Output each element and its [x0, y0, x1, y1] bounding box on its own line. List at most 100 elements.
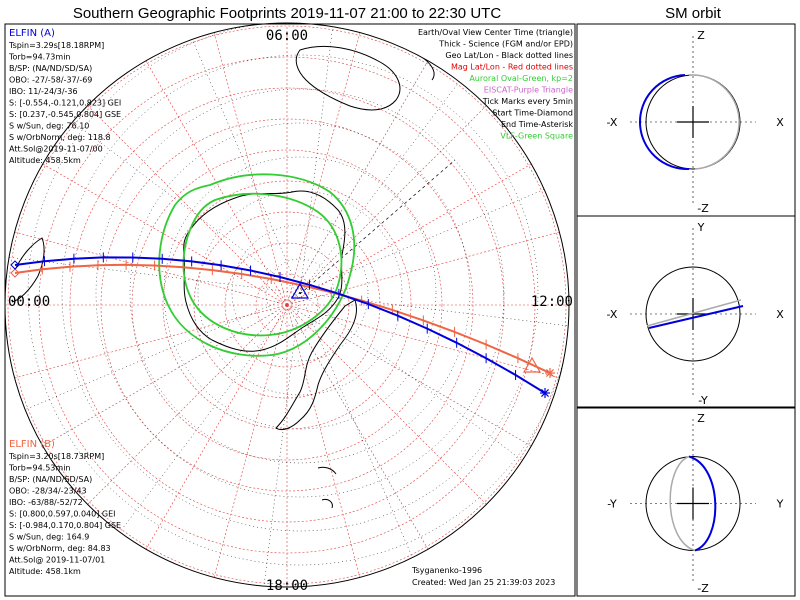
footprint-tracks — [10, 252, 555, 398]
geo-lon-spoke — [260, 292, 301, 587]
elfin-b-info-line: Att.Sol@ 2019-11-07/01 — [9, 556, 105, 565]
geo-lon-spoke — [299, 167, 569, 294]
map-grid — [5, 23, 569, 587]
orbit-axis-label-top: Z — [697, 29, 705, 42]
created-label: Created: Wed Jan 25 21:39:03 2023 — [412, 578, 555, 587]
elfin-a-orbit — [648, 305, 744, 329]
orbit-axis-label-bottom: -Z — [697, 582, 709, 595]
mag-lon-spoke — [5, 304, 288, 383]
elfin-b-end-asterisk — [545, 368, 555, 378]
mag-lon-spoke — [209, 304, 288, 587]
mag-lon-spoke — [286, 304, 547, 456]
orbit-axis-label-right: X — [776, 116, 784, 129]
geo-lat-ring — [129, 122, 471, 464]
orbit-panel-xz: Z -Z -X X — [576, 23, 796, 217]
elfin-b-info-line: S w/Sun, deg: 164.9 — [9, 533, 89, 542]
elfin-a-end-asterisk — [540, 388, 550, 398]
legend-entry: VLF-Green Square — [500, 132, 573, 141]
elfin-a-info-line: Altitude: 458.5km — [9, 156, 81, 165]
geo-lat-ring — [231, 224, 369, 362]
orbit-panel-yz: Z -Z -Y Y — [576, 406, 796, 597]
antarctica-coastline — [183, 190, 346, 352]
elfin-b-view-triangle — [522, 356, 542, 373]
mag-lon-spoke — [209, 23, 288, 306]
elfin-b-orbit — [669, 455, 696, 552]
elfin-b-info-line: S w/OrbNorm, deg: 84.83 — [9, 544, 111, 553]
elfin-a-info-line: S: [-0.554,-0.121,0.823] GEI — [9, 99, 121, 108]
legend-entry: Auroral Oval-Green, kp=2 — [469, 74, 573, 83]
orbit-axis-label-right: X — [776, 308, 784, 321]
orbit-panel-frame — [576, 215, 796, 409]
elfin-a-info-line: Tspin=3.29s[18.18RPM] — [8, 41, 104, 50]
auroral-oval — [158, 173, 356, 357]
geo-lon-spoke — [44, 100, 301, 294]
legend-entry: Tick Marks every 5min — [482, 97, 573, 106]
legend-entry: Earth/Oval View Center Time (triangle) — [418, 28, 573, 37]
elfin-b-info-line: Torb=94.53min — [8, 464, 70, 473]
elfin-b-info-line: OBO: -28/34/-23/43 — [9, 487, 87, 496]
geo-lon-spoke — [299, 23, 340, 294]
mag-lon-spoke — [136, 45, 288, 306]
geo-lon-spoke — [299, 37, 493, 294]
africa-coastline — [11, 237, 45, 303]
elfin-a-info-line: OBO: -27/-58/-37/-69 — [9, 76, 92, 85]
auroral-oval-inner — [182, 192, 343, 337]
mag-lat-ring — [7, 25, 567, 585]
auroral-oval-outer — [158, 173, 356, 357]
elfin-a-info-line: S w/OrbNorm, deg: 118.8 — [9, 133, 111, 142]
geo-lon-spoke — [299, 292, 556, 486]
orbit-axis-label-left: -Y — [607, 498, 617, 511]
elfin-b-info-line: S: [-0.984,0.170,0.804] GSE — [9, 521, 121, 530]
map-horizon — [4, 22, 570, 588]
geo-lat-ring — [61, 54, 539, 532]
mag-lon-spoke — [286, 304, 365, 587]
legend-entry: Start Time-Diamond — [492, 109, 573, 118]
elfin-a-title: ELFIN (A) — [9, 28, 55, 39]
elfin-a-info-line: IBO: 11/-24/3/-36 — [9, 87, 78, 96]
mag-lon-spoke — [286, 304, 438, 565]
elfin-a-start-diamond — [10, 260, 20, 270]
geo-lat-ring — [95, 88, 505, 498]
elfin-b-info-line: Tspin=3.20s[18.73RPM] — [8, 452, 104, 461]
elfin-b-track — [14, 263, 551, 374]
mag-lat-ring — [131, 149, 443, 461]
orbit-panel-frame — [576, 406, 796, 597]
mag-lon-spoke — [286, 92, 500, 306]
map-legend: Earth/Oval View Center Time (triangle) Th… — [418, 28, 573, 141]
orbit-panel-xy: Y -Y -X X — [576, 215, 796, 409]
elfin-a-info-line: Att.Sol@2019-11-07/00 — [9, 145, 103, 154]
geo-lon-spoke — [174, 23, 301, 294]
earth-circle — [645, 266, 741, 362]
elfin-b-info-line: B/SP: (NA/ND/SD/SA) — [9, 475, 92, 484]
orbit-axis-label-left: -X — [607, 116, 618, 129]
elfin-a-info-line: Torb=94.73min — [8, 53, 70, 62]
legend-entry: EISCAT-Purple Triangle — [484, 86, 573, 95]
mag-lon-spoke — [27, 154, 288, 306]
elfin-b-info-line: S: [0.800,0.597,0.040] GEI — [9, 510, 116, 519]
mag-lon-spoke — [136, 304, 288, 565]
legend-entry: End Time-Asterisk — [501, 120, 573, 129]
orbit-axis-label-top: Y — [697, 221, 705, 234]
geo-lon-spoke — [5, 292, 301, 419]
figure-title: Southern Geographic Footprints 2019-11-0… — [73, 5, 501, 22]
elfin-a-info: ELFIN (A) Tspin=3.29s[18.18RPM] Torb=94.7… — [8, 28, 121, 165]
geo-lon-spoke — [5, 253, 301, 294]
elfin-a-view-triangle — [290, 282, 310, 299]
mlt-label-bottom: 18:00 — [266, 578, 308, 594]
elfin-b-info-line: Altitude: 458.1km — [9, 567, 81, 576]
elfin-b-orbit — [688, 74, 740, 170]
elfin-a-info-line: B/SP: (NA/ND/SD/SA) — [9, 64, 92, 73]
mag-lon-spoke — [286, 23, 365, 306]
mag-lon-spoke — [74, 304, 288, 518]
orbit-axis-label-top: Z — [697, 412, 705, 425]
elfin-a-info-line: S: [0.237,-0.545,0.804] GSE — [9, 110, 121, 119]
elfin-b-info-line: IBO: -63/88/-52/72 — [9, 498, 83, 507]
south-america-coastline — [275, 299, 357, 431]
legend-entry: Geo Lat/Lon - Black dotted lines — [445, 51, 573, 60]
mag-lon-spoke — [286, 304, 500, 518]
sm-orbit-panels: Z -Z -X X Y -Y -X X Z -Z -Y Y — [576, 23, 796, 597]
mlt-label-right: 12:00 — [531, 294, 573, 310]
orbit-axis-label-bottom: -Z — [697, 202, 709, 215]
geo-lat-ring — [197, 190, 403, 396]
